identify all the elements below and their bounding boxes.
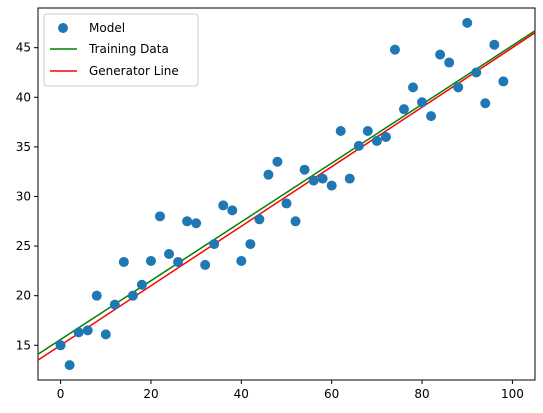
- y-tick-label: 40: [16, 90, 31, 104]
- y-tick-label: 20: [16, 289, 31, 303]
- scatter-point: [471, 67, 482, 78]
- scatter-point: [417, 97, 428, 108]
- scatter-point: [191, 218, 202, 229]
- scatter-point: [236, 255, 247, 266]
- scatter-point: [426, 111, 437, 122]
- y-axis: 15 20 25 30 35 40 45: [16, 41, 38, 352]
- scatter-point: [55, 340, 66, 351]
- scatter-point: [182, 216, 193, 227]
- scatter-point: [127, 290, 138, 301]
- scatter-point: [173, 256, 184, 267]
- scatter-point: [82, 325, 93, 336]
- scatter-points: [55, 17, 509, 371]
- scatter-point: [408, 82, 419, 93]
- y-tick-label: 25: [16, 239, 31, 253]
- x-tick-label: 0: [57, 387, 65, 401]
- scatter-point: [245, 239, 256, 250]
- scatter-point: [317, 173, 328, 184]
- scatter-point: [118, 256, 129, 267]
- x-tick-label: 80: [414, 387, 429, 401]
- x-tick-label: 60: [324, 387, 339, 401]
- scatter-point: [109, 299, 120, 310]
- scatter-point: [73, 327, 84, 338]
- scatter-point: [299, 164, 310, 175]
- scatter-point: [91, 290, 102, 301]
- scatter-point: [362, 126, 373, 137]
- scatter-point: [136, 279, 147, 290]
- x-tick-label: 100: [501, 387, 524, 401]
- legend-label-model: Model: [89, 21, 125, 35]
- x-tick-label: 20: [143, 387, 158, 401]
- legend-marker-model: [58, 23, 68, 33]
- plot-frame: [37, 7, 536, 381]
- legend-label-generator-line: Generator Line: [89, 64, 179, 78]
- scatter-point: [498, 76, 509, 87]
- scatter-point: [380, 131, 391, 142]
- series-line-training-data: [37, 30, 536, 355]
- scatter-point: [290, 216, 301, 227]
- x-axis: 0 20 40 60 80 100: [57, 380, 524, 401]
- series-lines: [37, 30, 536, 361]
- scatter-point: [453, 82, 464, 93]
- scatter-point: [371, 135, 382, 146]
- scatter-point: [444, 57, 455, 68]
- scatter-point: [209, 239, 220, 250]
- scatter-point: [263, 169, 274, 180]
- scatter-point: [389, 44, 400, 55]
- y-tick-label: 35: [16, 140, 31, 154]
- scatter-point: [64, 360, 75, 371]
- scatter-point: [145, 255, 156, 266]
- legend-box: [43, 13, 199, 87]
- scatter-point: [254, 214, 265, 225]
- y-tick-label: 30: [16, 189, 31, 203]
- scatter-point: [154, 211, 165, 222]
- scatter-point: [281, 198, 292, 209]
- scatter-point: [335, 126, 346, 137]
- scatter-point: [326, 180, 337, 191]
- series-line-generator-line: [37, 32, 536, 361]
- scatter-point: [218, 200, 229, 211]
- legend: Model Training Data Generator Line: [43, 13, 199, 87]
- scatter-point: [200, 259, 211, 270]
- scatter-point: [227, 205, 238, 216]
- scatter-point: [344, 173, 355, 184]
- x-tick-label: 40: [234, 387, 249, 401]
- scatter-point: [462, 17, 473, 28]
- y-tick-label: 45: [16, 41, 31, 55]
- scatter-point: [353, 140, 364, 151]
- y-tick-label: 15: [16, 338, 31, 352]
- scatter-point: [100, 329, 111, 340]
- scatter-point: [480, 98, 491, 109]
- scatter-point: [489, 39, 500, 50]
- scatter-point: [308, 175, 319, 186]
- scatter-point: [164, 249, 175, 260]
- scatter-point: [272, 156, 283, 167]
- legend-label-training-data: Training Data: [88, 42, 169, 56]
- scatter-point: [435, 49, 446, 60]
- scatter-point: [398, 104, 409, 115]
